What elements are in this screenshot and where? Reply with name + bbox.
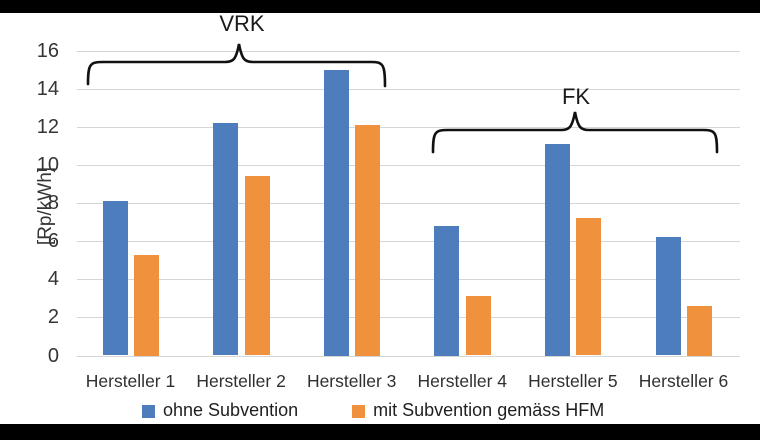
fk-brace bbox=[431, 111, 719, 154]
bar-orange bbox=[134, 254, 159, 356]
legend-swatch bbox=[142, 404, 155, 418]
y-tick-label: 6 bbox=[47, 230, 59, 253]
top-letterbox-bar bbox=[0, 0, 760, 13]
bar-orange bbox=[355, 125, 381, 356]
gridline bbox=[77, 317, 740, 319]
bar-blue bbox=[102, 201, 128, 356]
bottom-letterbox-bar bbox=[0, 424, 760, 440]
y-tick-label: 4 bbox=[47, 268, 59, 291]
y-tick-label: 14 bbox=[36, 77, 59, 100]
gridline bbox=[77, 279, 740, 281]
bar-orange bbox=[687, 306, 712, 356]
bar-orange bbox=[576, 218, 602, 356]
gridline bbox=[77, 126, 740, 128]
y-tick-label: 2 bbox=[47, 306, 59, 329]
x-category-label: Hersteller 6 bbox=[638, 371, 729, 391]
bar-blue bbox=[544, 144, 570, 356]
legend-label: mit Subvention gemäss HFM bbox=[373, 400, 605, 420]
gridline bbox=[77, 50, 740, 52]
legend-item: mit Subvention gemäss HFM bbox=[352, 400, 604, 421]
legend-item: ohne Subvention bbox=[142, 400, 298, 421]
legend-label: ohne Subvention bbox=[163, 400, 299, 420]
bar-orange bbox=[465, 296, 491, 356]
gridline bbox=[77, 88, 740, 90]
bar-blue bbox=[434, 226, 460, 356]
chart-legend: ohne Subvention mit Subvention gemäss HFM bbox=[142, 400, 604, 421]
bar-blue bbox=[213, 123, 239, 356]
bar-blue bbox=[655, 237, 681, 356]
gridline bbox=[77, 355, 740, 357]
x-category-label: Hersteller 4 bbox=[417, 371, 508, 391]
x-category-label: Hersteller 3 bbox=[306, 371, 397, 391]
y-tick-label: 16 bbox=[36, 39, 59, 62]
y-tick-label: 10 bbox=[36, 154, 59, 176]
y-axis-title: [Rp/kWh] bbox=[35, 166, 56, 246]
x-category-label: Hersteller 1 bbox=[85, 371, 176, 391]
y-tick-label: 8 bbox=[47, 192, 59, 215]
y-tick-label: 0 bbox=[47, 344, 59, 367]
bar-orange bbox=[244, 176, 270, 356]
gridline bbox=[77, 203, 740, 205]
x-category-label: Hersteller 2 bbox=[196, 371, 286, 391]
x-category-label: Hersteller 5 bbox=[528, 371, 618, 391]
annotation-fk-label: FK bbox=[561, 84, 591, 109]
legend-swatch bbox=[352, 404, 366, 418]
bar-blue bbox=[323, 69, 349, 356]
annotation-vrk-label: VRK bbox=[219, 11, 265, 36]
gridline bbox=[77, 165, 740, 166]
y-tick-label: 12 bbox=[36, 115, 59, 138]
gridline bbox=[77, 241, 740, 243]
